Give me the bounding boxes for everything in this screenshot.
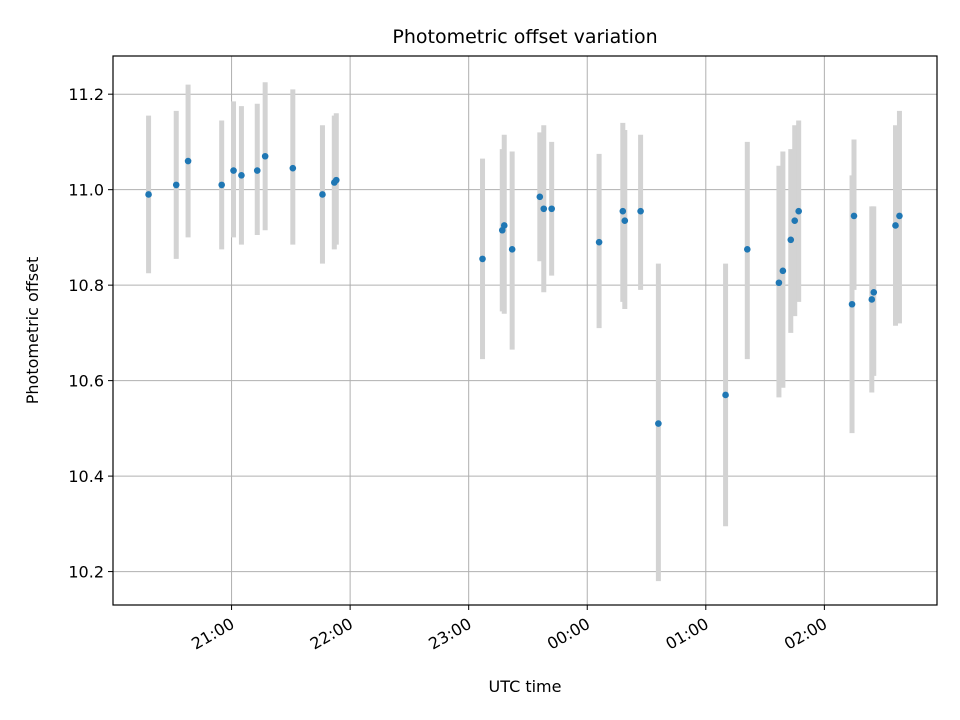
- x-tick-layer: 21:00 22:00 23:00 00:00 01:00 02:00: [188, 605, 830, 654]
- data-point: [332, 176, 340, 184]
- y-tick-label: 11.0: [68, 181, 104, 200]
- y-tick-label: 10.6: [68, 372, 104, 391]
- chart-title: Photometric offset variation: [392, 26, 657, 48]
- data-point: [850, 212, 858, 220]
- data-point: [479, 255, 486, 263]
- data-point: [540, 205, 548, 213]
- y-tick-label: 10.8: [68, 276, 104, 295]
- x-tick-label: 00:00: [544, 614, 593, 654]
- errorbar-layer: [146, 82, 902, 582]
- data-point: [536, 193, 544, 201]
- data-point: [619, 207, 627, 215]
- x-tick-label: 21:00: [188, 614, 237, 654]
- x-axis-label: UTC time: [489, 677, 562, 696]
- point-layer: [145, 152, 903, 427]
- data-point: [261, 152, 269, 160]
- data-point: [253, 167, 261, 174]
- data-point: [184, 157, 192, 165]
- data-point: [500, 222, 508, 229]
- plot-frame: [112, 55, 938, 606]
- data-point: [289, 164, 297, 172]
- y-tick-label: 10.2: [68, 563, 104, 582]
- data-point: [896, 212, 903, 220]
- data-point: [172, 181, 180, 189]
- x-tick-label: 23:00: [425, 614, 474, 654]
- data-point: [744, 246, 751, 253]
- data-point: [637, 207, 644, 215]
- data-point: [787, 236, 795, 244]
- data-point: [238, 172, 245, 179]
- data-point: [218, 181, 225, 189]
- data-point: [230, 167, 237, 174]
- y-tick-label: 11.2: [68, 85, 104, 104]
- data-point: [848, 300, 856, 308]
- data-point: [795, 207, 802, 215]
- x-tick-label: 01:00: [662, 614, 711, 654]
- x-tick-label: 22:00: [307, 614, 356, 654]
- data-point: [791, 217, 799, 224]
- x-tick-label: 02:00: [781, 614, 830, 654]
- data-point: [595, 238, 603, 246]
- y-tick-label: 10.4: [68, 467, 104, 486]
- y-tick-layer: 10.2 10.4 10.6 10.8 11.0 11.2: [68, 85, 113, 582]
- grid-layer: [113, 56, 937, 605]
- data-point: [892, 222, 899, 229]
- data-point: [775, 279, 783, 287]
- data-point: [655, 420, 662, 427]
- data-point: [319, 191, 326, 198]
- y-axis-label: Photometric offset: [23, 257, 42, 405]
- data-point: [145, 191, 152, 198]
- data-point: [508, 246, 516, 253]
- data-point: [621, 217, 629, 224]
- data-point: [779, 267, 787, 275]
- data-point: [722, 391, 729, 399]
- data-point: [870, 289, 878, 296]
- data-point: [548, 205, 555, 213]
- data-point: [868, 296, 876, 303]
